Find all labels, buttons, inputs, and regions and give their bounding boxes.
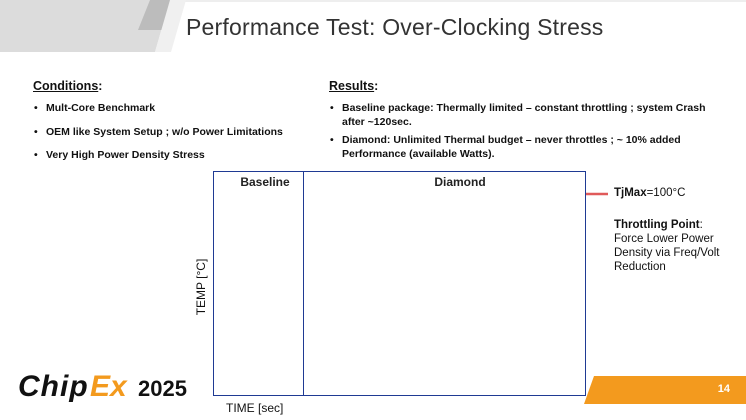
svg-text:Chip: Chip — [18, 370, 89, 403]
condition-item: • Very High Power Density Stress — [34, 149, 205, 161]
y-axis-label: TEMP [°C] — [194, 258, 208, 316]
top-banner — [0, 0, 746, 52]
conditions-heading: Conditions: — [33, 79, 103, 93]
tjmax-label: TjMax=100°C — [614, 187, 686, 199]
diamond-chart-frame — [303, 171, 586, 396]
result-item: • Diamond: Unlimited Thermal budget – nev… — [330, 134, 681, 160]
results-heading: Results: — [329, 79, 379, 93]
page-number: 14 — [717, 383, 730, 395]
chipex-logo: Chip Ex 2025 — [12, 366, 212, 411]
page-number-badge — [584, 376, 746, 404]
result-item: • Baseline package: Thermally limited – c… — [330, 102, 706, 128]
diamond-chart-title: Diamond — [434, 175, 486, 189]
baseline-chart-title: Baseline — [240, 175, 290, 189]
condition-item: • OEM like System Setup ; w/o Power Limit… — [34, 126, 283, 138]
baseline-chart-frame — [213, 171, 305, 396]
x-axis-label: TIME [sec] — [226, 401, 284, 415]
svg-text:Ex: Ex — [90, 370, 128, 403]
slide-title: Performance Test: Over-Clocking Stress — [186, 14, 604, 40]
svg-text:2025: 2025 — [138, 376, 187, 401]
throttling-note: Throttling Point: Force Lower Power Densi… — [614, 219, 720, 273]
condition-item: • Mult-Core Benchmark — [34, 102, 156, 114]
